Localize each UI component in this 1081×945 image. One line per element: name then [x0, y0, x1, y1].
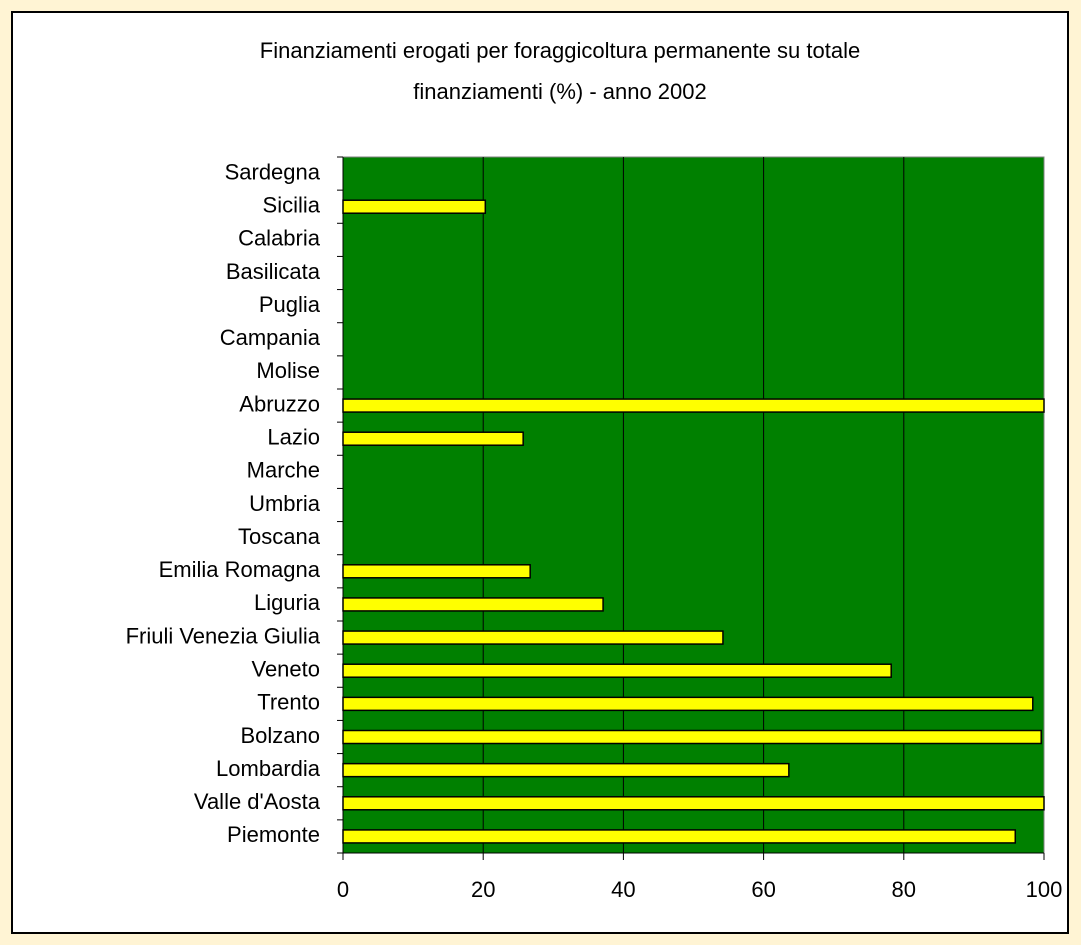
- y-tick-label: Puglia: [259, 292, 321, 317]
- bar: [342, 729, 1042, 745]
- y-tick-label: Abruzzo: [239, 391, 320, 416]
- y-tick-label: Campania: [220, 325, 321, 350]
- bar: [342, 199, 487, 214]
- y-tick-label: Valle d'Aosta: [194, 789, 321, 814]
- chart-title: finanziamenti (%) - anno 2002: [413, 79, 707, 104]
- y-tick-label: Lombardia: [216, 756, 321, 781]
- x-tick-label: 40: [611, 877, 635, 902]
- bar: [342, 663, 892, 678]
- chart-title: Finanziamenti erogati per foraggicoltura…: [260, 38, 860, 63]
- y-tick-label: Liguria: [254, 590, 321, 615]
- y-tick-label: Toscana: [238, 524, 321, 549]
- bar: [342, 398, 1045, 413]
- bar: [342, 696, 1034, 712]
- y-tick-label: Sicilia: [263, 193, 321, 218]
- x-tick-label: 80: [892, 877, 916, 902]
- y-tick-label: Emilia Romagna: [159, 557, 321, 582]
- y-tick-label: Veneto: [251, 657, 320, 682]
- y-tick-label: Sardegna: [225, 159, 321, 184]
- x-tick-label: 20: [471, 877, 495, 902]
- x-tick-label: 60: [751, 877, 775, 902]
- y-tick-label: Friuli Venezia Giulia: [126, 623, 321, 648]
- y-tick-label: Lazio: [267, 425, 320, 450]
- y-tick-label: Marche: [247, 458, 320, 483]
- bar: [342, 597, 604, 612]
- x-tick-label: 100: [1026, 877, 1063, 902]
- bar: [342, 630, 724, 645]
- y-tick-label: Piemonte: [227, 822, 320, 847]
- bar: [342, 796, 1045, 811]
- bar: [342, 829, 1017, 844]
- plot-area: [342, 156, 1045, 854]
- bar: [342, 564, 531, 579]
- y-tick-label: Umbria: [249, 491, 321, 516]
- y-tick-label: Basilicata: [226, 259, 321, 284]
- y-tick-label: Bolzano: [240, 723, 320, 748]
- x-tick-label: 0: [337, 877, 349, 902]
- y-tick-label: Molise: [256, 358, 320, 383]
- bar: [342, 762, 790, 778]
- y-tick-label: Calabria: [238, 226, 321, 251]
- bar: [342, 431, 524, 446]
- y-tick-label: Trento: [257, 690, 320, 715]
